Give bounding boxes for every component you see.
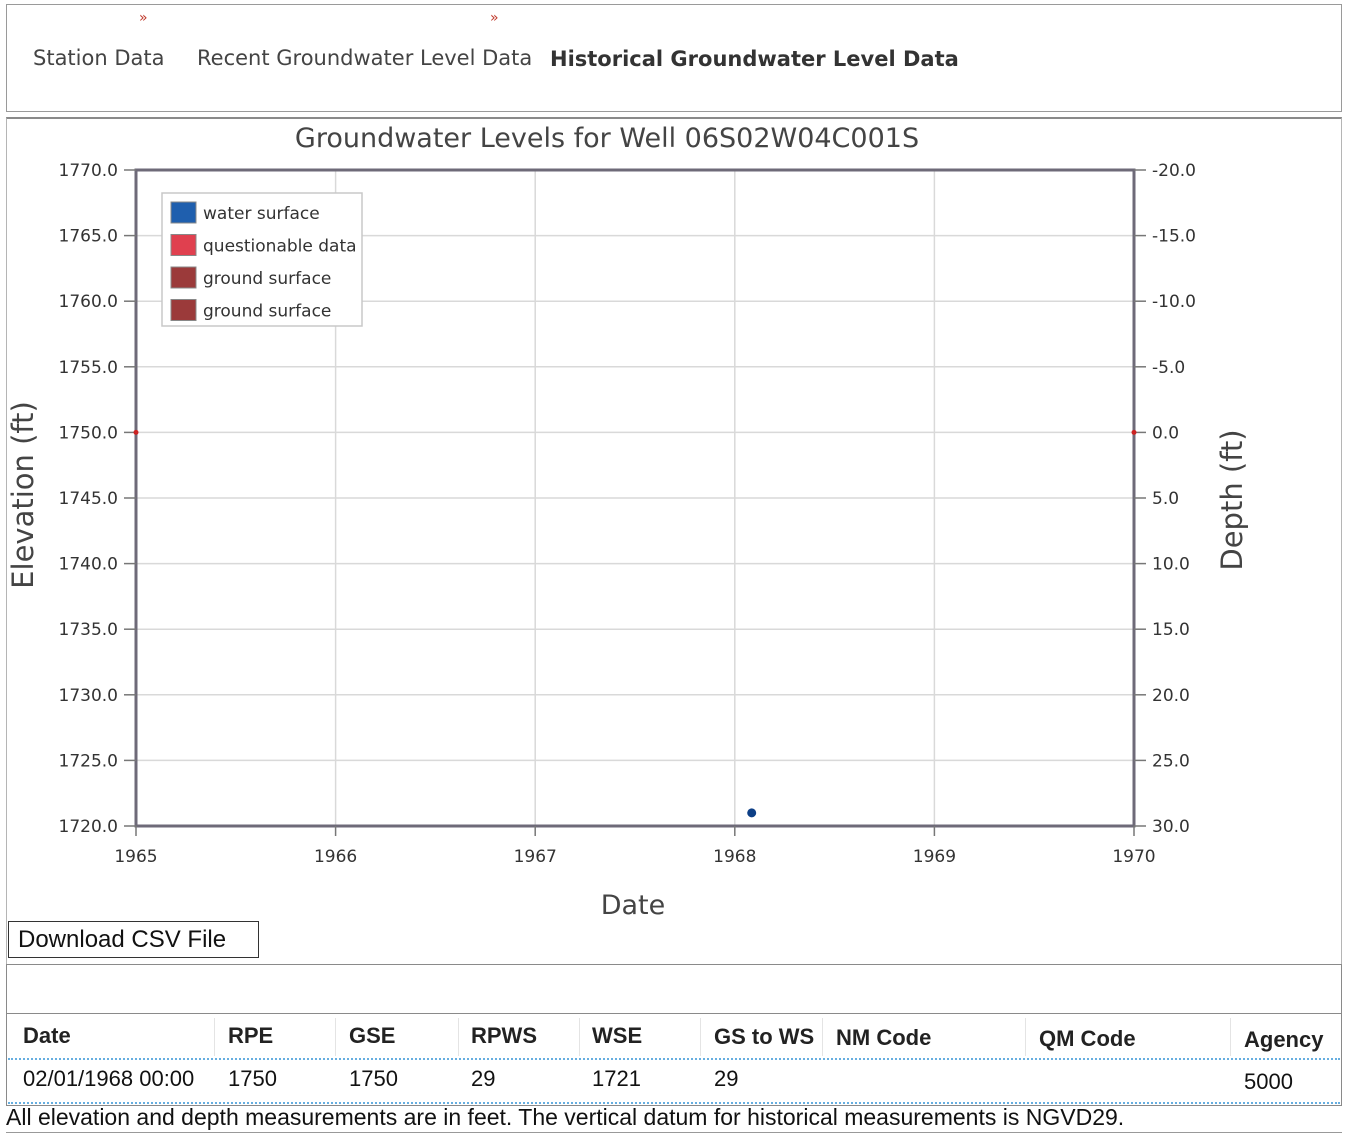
y2-axis-label: Depth (ft)	[1215, 429, 1249, 570]
table-divider	[6, 1013, 1342, 1014]
column-separator	[700, 1018, 701, 1056]
column-header[interactable]: RPE	[228, 1023, 274, 1048]
y2-tick-label: 10.0	[1152, 555, 1190, 575]
y-tick-label: 1735.0	[59, 620, 118, 640]
table-cell: 29	[714, 1066, 739, 1091]
chart-panel	[6, 117, 1342, 965]
legend-label: questionable data	[203, 237, 357, 257]
y-tick-label: 1725.0	[59, 751, 118, 771]
y2-tick-label: 0.0	[1152, 423, 1179, 443]
column-header[interactable]: RPWS	[471, 1023, 537, 1048]
y2-tick-label: 20.0	[1152, 686, 1190, 706]
legend-swatch	[170, 234, 197, 256]
y-tick-label: 1750.0	[59, 423, 118, 443]
y2-tick-label: 15.0	[1152, 620, 1190, 640]
measurements-table	[6, 964, 1342, 1106]
y2-tick-label: -20.0	[1152, 161, 1196, 181]
x-tick-label: 1966	[314, 847, 357, 867]
chart-title: Groundwater Levels for Well 06S02W04C001…	[295, 123, 919, 154]
x-tick-label: 1967	[514, 847, 557, 867]
table-cell: 5000	[1244, 1069, 1293, 1094]
tab-bar	[6, 4, 1342, 112]
tab-arrow-icon: »	[139, 10, 147, 26]
y-tick-label: 1730.0	[59, 686, 118, 706]
y-tick-label: 1740.0	[59, 555, 118, 575]
x-tick-label: 1968	[713, 847, 756, 867]
column-separator	[214, 1018, 215, 1056]
column-separator	[579, 1018, 580, 1056]
legend-label: ground surface	[203, 269, 331, 289]
column-header[interactable]: NM Code	[836, 1025, 932, 1050]
download-csv-button[interactable]: Download CSV File	[8, 921, 259, 958]
footnote: All elevation and depth measurements are…	[6, 1104, 1125, 1130]
y2-tick-label: 5.0	[1152, 489, 1179, 509]
ground-surface-marker	[1131, 429, 1137, 435]
chart-marks	[133, 429, 1137, 818]
y-tick-label: 1765.0	[59, 227, 118, 247]
y2-tick-label: -10.0	[1152, 292, 1196, 312]
column-separator	[335, 1018, 336, 1056]
x-tick-label: 1969	[913, 847, 956, 867]
y-axis-label: Elevation (ft)	[6, 401, 40, 589]
legend-label: water surface	[203, 204, 320, 224]
legend-swatch	[170, 201, 197, 224]
table-cell: 1750	[228, 1066, 277, 1091]
column-header[interactable]: Date	[23, 1023, 71, 1048]
footnote-divider	[6, 1132, 1342, 1133]
groundwater-chart: Groundwater Levels for Well 06S02W04C001…	[6, 123, 1249, 920]
x-tick-label: 1970	[1112, 847, 1155, 867]
tab-historical-groundwater-level-data[interactable]: Historical Groundwater Level Data	[550, 47, 959, 71]
y-tick-label: 1755.0	[59, 358, 118, 378]
table-row[interactable]	[8, 1058, 1340, 1104]
column-header[interactable]: GS to WS	[714, 1024, 815, 1049]
table-cell: 02/01/1968 00:00	[23, 1066, 195, 1091]
y2-tick-label: -5.0	[1152, 358, 1185, 378]
column-separator	[822, 1018, 823, 1056]
data-point-water-surface	[747, 808, 757, 818]
column-header[interactable]: Agency	[1244, 1027, 1324, 1052]
y-axis-ticks: 1720.0 1725.0 1730.0 1735.0 1740.0 1745.0 1750…	[59, 161, 136, 837]
legend-swatch	[170, 299, 197, 321]
tab-arrow-icon: »	[490, 10, 498, 26]
x-axis-ticks: 1965 1966 1967 1968 1969 1970	[114, 826, 1156, 867]
legend-label: ground surface	[203, 302, 331, 322]
column-separator	[458, 1018, 459, 1056]
tab-recent-groundwater-level-data[interactable]: Recent Groundwater Level Data	[197, 46, 533, 70]
table-cell: 1750	[349, 1066, 398, 1091]
x-tick-label: 1965	[114, 847, 157, 867]
column-separator	[1025, 1018, 1026, 1056]
table-cell: 1721	[592, 1066, 641, 1091]
y-tick-label: 1745.0	[59, 489, 118, 509]
y2-tick-label: -15.0	[1152, 227, 1196, 247]
y-tick-label: 1770.0	[59, 161, 118, 181]
y-tick-label: 1760.0	[59, 292, 118, 312]
ground-surface-marker	[133, 429, 139, 435]
x-axis-label: Date	[601, 890, 666, 920]
y-tick-label: 1720.0	[59, 817, 118, 837]
y2-axis-ticks: 30.0 25.0 20.0 15.0 10.0 5.0 0.0 -5.0 -10.0 -15.0…	[1134, 161, 1196, 837]
y2-tick-label: 30.0	[1152, 817, 1190, 837]
column-header[interactable]: GSE	[349, 1023, 396, 1048]
column-separator	[1230, 1018, 1231, 1056]
column-header[interactable]: QM Code	[1039, 1026, 1136, 1051]
column-header[interactable]: WSE	[592, 1023, 643, 1048]
tab-station-data[interactable]: Station Data	[33, 46, 165, 70]
y2-tick-label: 25.0	[1152, 751, 1190, 771]
chart-legend: water surface questionable data ground sur…	[161, 192, 363, 327]
table-cell: 29	[471, 1066, 496, 1091]
legend-swatch	[170, 266, 197, 289]
